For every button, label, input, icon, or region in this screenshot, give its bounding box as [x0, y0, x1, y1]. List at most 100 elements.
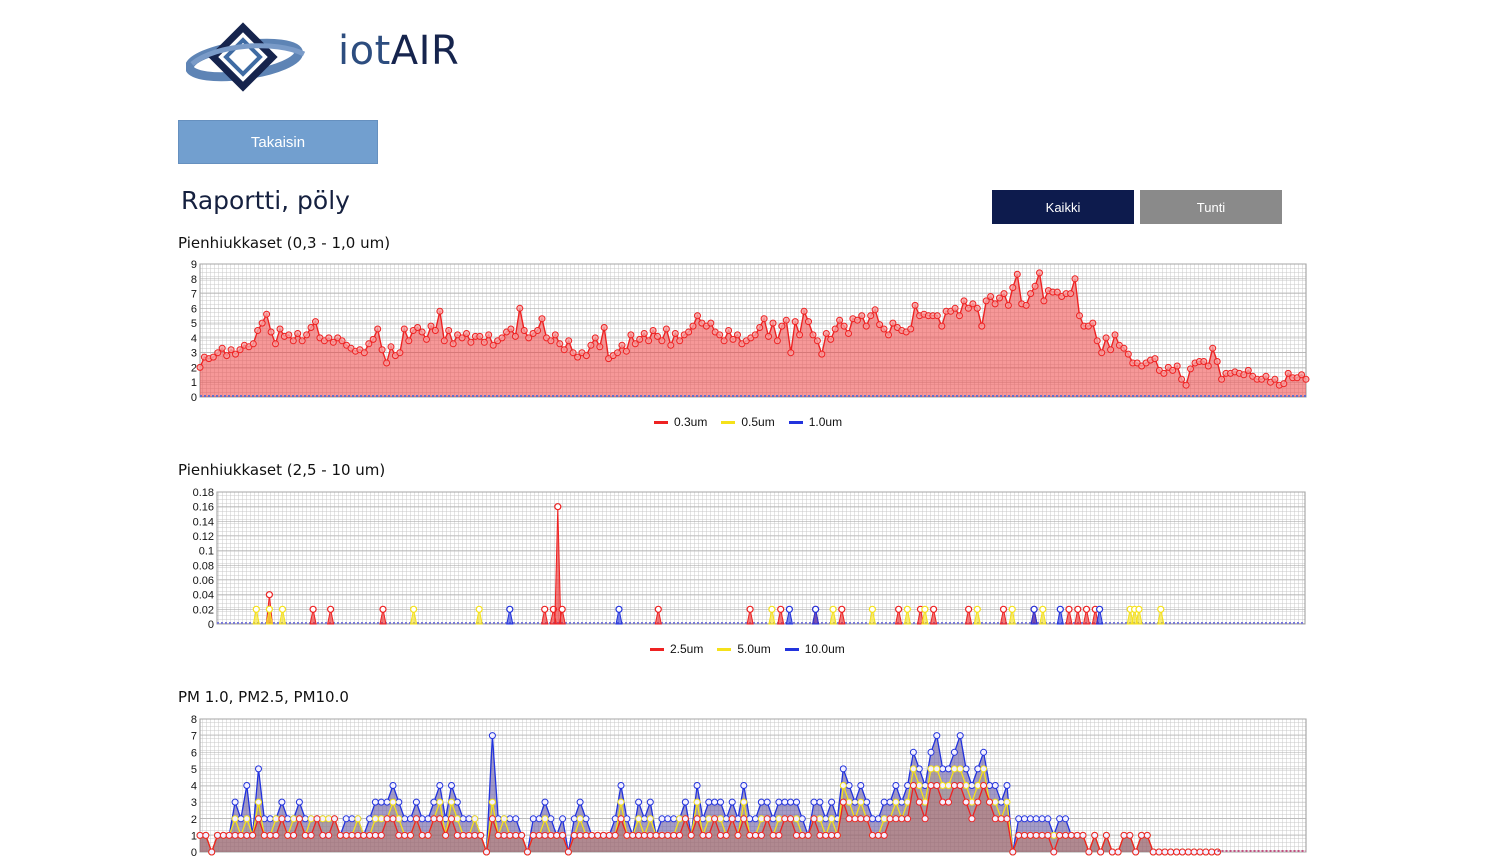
data-point — [1102, 831, 1110, 839]
data-point — [237, 831, 245, 839]
data-point — [885, 331, 892, 339]
data-point — [1143, 831, 1151, 839]
data-point — [1003, 782, 1011, 789]
data-point — [389, 798, 397, 806]
data-point — [214, 349, 222, 357]
y-tick-label: 3 — [191, 348, 197, 360]
data-point — [939, 765, 947, 773]
data-point — [623, 831, 631, 839]
data-point — [325, 815, 333, 823]
data-point — [516, 304, 524, 312]
data-point — [968, 798, 976, 806]
data-point — [378, 346, 386, 354]
data-point — [654, 605, 662, 613]
data-point — [389, 815, 397, 823]
data-point — [541, 798, 549, 806]
data-point — [227, 346, 235, 354]
data-point — [654, 332, 661, 340]
data-point — [1284, 369, 1292, 377]
data-point — [863, 798, 871, 806]
data-point — [962, 798, 970, 806]
data-point — [294, 330, 302, 337]
data-point — [488, 732, 496, 740]
data-point — [722, 815, 730, 823]
back-button[interactable]: Takaisin — [178, 120, 378, 164]
data-point — [576, 815, 584, 823]
data-point — [627, 331, 635, 339]
data-point — [858, 312, 866, 320]
data-point — [676, 815, 683, 823]
data-point — [787, 815, 795, 823]
data-point — [418, 815, 426, 823]
data-point — [255, 765, 262, 773]
data-point — [1076, 312, 1083, 320]
spike — [379, 609, 387, 625]
data-point — [1056, 815, 1064, 823]
data-point — [1008, 605, 1016, 613]
data-point — [494, 831, 502, 839]
data-point — [214, 831, 221, 839]
data-point — [465, 831, 473, 839]
data-point — [769, 319, 777, 327]
range-hour-button[interactable]: Tunti — [1140, 190, 1282, 224]
data-point — [1053, 288, 1061, 296]
data-point — [266, 831, 274, 839]
data-point — [717, 831, 724, 839]
data-point — [465, 815, 473, 823]
data-point — [453, 815, 461, 823]
data-point — [874, 831, 882, 839]
data-point — [489, 341, 497, 349]
data-point — [658, 815, 666, 823]
spike — [475, 609, 483, 625]
data-point — [559, 815, 567, 823]
data-point — [822, 831, 830, 839]
data-point — [559, 831, 567, 839]
spike — [278, 609, 287, 625]
data-point — [410, 605, 418, 613]
spike — [829, 609, 837, 625]
data-point — [956, 782, 964, 789]
data-point — [529, 831, 537, 839]
data-point — [810, 798, 818, 806]
data-point — [427, 322, 435, 330]
data-point — [863, 815, 871, 823]
data-point — [383, 798, 391, 806]
data-point — [1022, 301, 1030, 309]
spike — [811, 609, 820, 625]
data-point — [617, 815, 625, 823]
data-point — [768, 605, 776, 613]
data-point — [646, 798, 654, 806]
spike — [506, 609, 514, 625]
data-point — [664, 815, 672, 823]
spike — [554, 506, 562, 625]
data-point — [705, 798, 713, 806]
range-all-button[interactable]: Kaikki — [992, 190, 1134, 224]
data-point — [968, 782, 976, 789]
data-point — [467, 338, 475, 346]
data-point — [445, 327, 453, 334]
data-point — [1114, 848, 1122, 856]
data-point — [951, 304, 959, 312]
spike — [894, 609, 903, 625]
data-point — [295, 815, 303, 823]
data-point — [541, 605, 549, 613]
data-point — [769, 831, 777, 839]
data-point — [342, 815, 350, 823]
data-point — [1124, 350, 1132, 358]
series-area — [200, 272, 1306, 397]
data-point — [752, 831, 759, 839]
data-point — [430, 798, 438, 806]
data-point — [231, 815, 239, 823]
spike — [999, 609, 1008, 625]
data-point — [449, 340, 457, 348]
data-point — [1036, 269, 1043, 277]
data-point — [664, 831, 672, 839]
data-point — [1202, 848, 1210, 856]
data-point — [371, 831, 379, 839]
data-point — [685, 328, 693, 336]
data-point — [956, 765, 964, 773]
data-point — [1298, 371, 1306, 379]
data-point — [1138, 831, 1145, 839]
data-point — [980, 765, 988, 773]
data-point — [1050, 831, 1058, 839]
